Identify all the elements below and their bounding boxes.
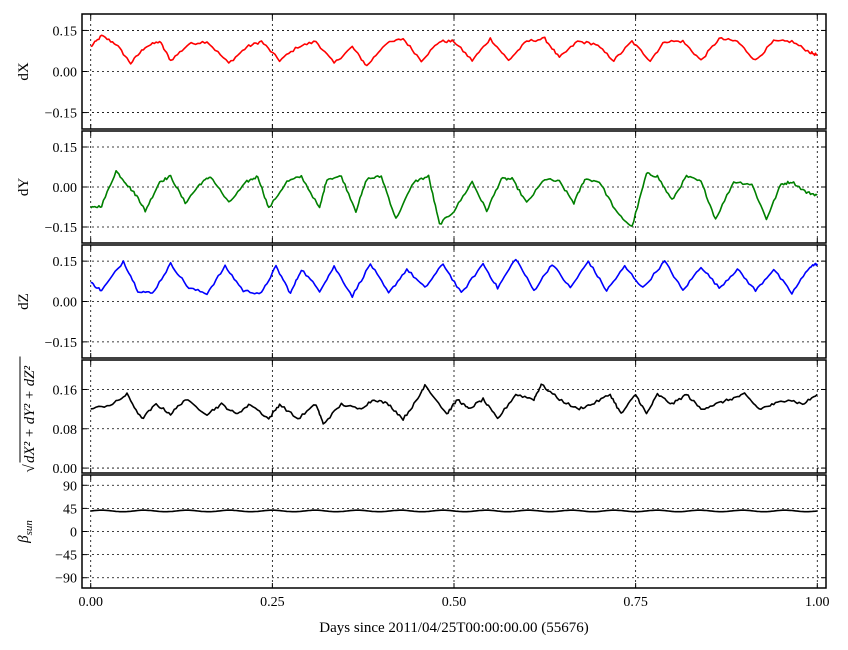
- series-line: [90, 258, 818, 299]
- y-tick-label: 90: [63, 479, 77, 494]
- y-tick-label: 0.00: [53, 462, 78, 477]
- y-tick-label: 0.00: [53, 296, 78, 311]
- x-tick-label: 0.00: [78, 595, 103, 610]
- y-axis-label: dY: [16, 178, 32, 197]
- x-axis-label: Days since 2011/04/25T00:00:00.00 (55676…: [319, 620, 588, 636]
- y-axis-label: dX: [16, 62, 32, 81]
- y-tick-label: 0.15: [53, 141, 78, 156]
- panel-frame: [81, 13, 827, 130]
- series-line: [90, 170, 818, 227]
- series-line: [90, 34, 818, 67]
- y-tick-label: −0.15: [45, 336, 77, 351]
- y-axis-label: √dX² + dY² + dZ²: [19, 356, 38, 473]
- panel-2: 0.15 0.00 −0.15 dY: [16, 130, 827, 244]
- y-tick-label: 0.16: [53, 383, 78, 398]
- y-tick-label: 0: [70, 526, 77, 541]
- series-line: [90, 509, 818, 513]
- y-tick-label: 0.08: [53, 423, 78, 438]
- y-axis-label-radical: √: [22, 464, 38, 473]
- panel-frame: [81, 244, 827, 359]
- y-axis-label-subscript: sun: [23, 520, 35, 536]
- y-tick-label: 0.00: [53, 181, 78, 196]
- x-tick-label: 1.00: [805, 595, 830, 610]
- x-tick-label: 0.25: [260, 595, 285, 610]
- panel-4: 0.16 0.08 0.00 √dX² + dY² + dZ²: [19, 356, 827, 477]
- x-tick-label: 0.50: [442, 595, 467, 610]
- panel-5: 90 45 0 −45 −90 βsun: [16, 474, 827, 589]
- y-tick-label: −90: [55, 572, 77, 587]
- y-tick-label: −0.15: [45, 221, 77, 236]
- y-axis-label-text: dX² + dY² + dZ²: [22, 365, 38, 463]
- panel-frame: [81, 130, 827, 244]
- y-tick-label: 0.15: [53, 255, 78, 270]
- y-tick-label: 0.00: [53, 66, 78, 81]
- panel-frame: [81, 359, 827, 474]
- panel-1: 0.15 0.00 −0.15 dX: [16, 13, 827, 130]
- y-tick-label: 45: [63, 502, 77, 517]
- x-tick-label: 0.75: [623, 595, 648, 610]
- panel-3: 0.15 0.00 −0.15 dZ: [16, 244, 827, 359]
- series-line: [90, 383, 818, 425]
- panel-frame: [81, 474, 827, 589]
- y-axis-label: dZ: [16, 293, 32, 310]
- y-axis-label: βsun: [16, 520, 35, 544]
- y-tick-label: −0.15: [45, 107, 77, 122]
- y-tick-label: −45: [55, 549, 77, 564]
- y-axis-label-base: β: [16, 535, 32, 544]
- y-tick-label: 0.15: [53, 24, 78, 39]
